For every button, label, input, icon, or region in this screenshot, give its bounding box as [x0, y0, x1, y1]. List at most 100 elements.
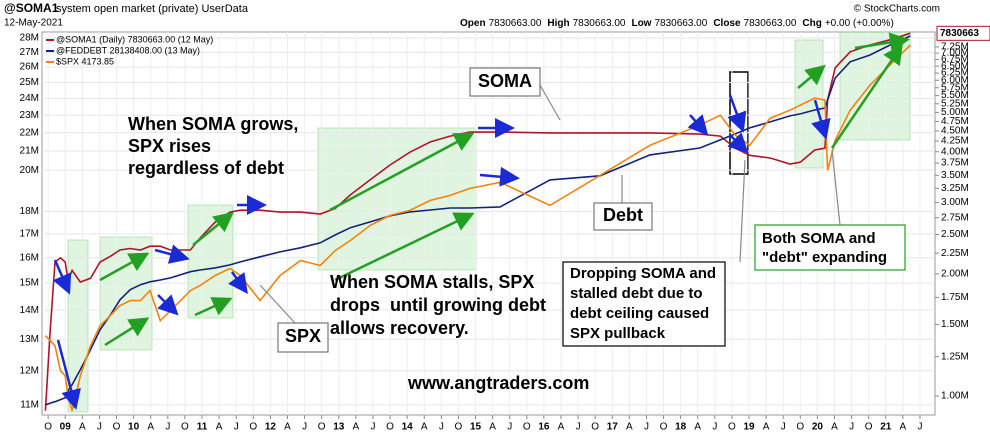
x-tick-label: A — [626, 422, 633, 433]
legend-label: @SOMA1 (Daily) 7830663.00 (12 May) — [56, 34, 213, 44]
y-tick-label: 13M — [20, 334, 39, 345]
y2-tick-label: 6.00M — [941, 75, 969, 86]
annotation-text: regardless of debt — [128, 158, 284, 178]
last-value-label: 7830663 — [940, 28, 979, 39]
y-tick-label: 27M — [20, 47, 39, 58]
annotation-text: drops until growing debt — [330, 295, 546, 315]
x-tick-label: A — [284, 422, 291, 433]
x-tick-label: J — [165, 422, 170, 433]
y-tick-label: 21M — [20, 146, 39, 157]
annotation-box — [754, 224, 906, 271]
x-tick-label: 16 — [538, 422, 550, 433]
y2-tick-label: 2.25M — [941, 248, 969, 259]
y2-tick-label: 7.00M — [941, 48, 969, 59]
y-tick-label: 26M — [20, 62, 39, 73]
x-tick-label: O — [591, 422, 599, 433]
x-tick-label: J — [234, 422, 239, 433]
y2-tick-label: 7.25M — [941, 42, 969, 53]
y-tick-label: 15M — [20, 278, 39, 289]
x-tick-label: A — [831, 422, 838, 433]
annotation-text: SPX pullback — [570, 325, 666, 342]
date: 12-May-2021 — [4, 18, 63, 29]
x-tick-label: 17 — [607, 422, 619, 433]
x-tick-label: O — [523, 422, 531, 433]
x-tick-label: 20 — [812, 422, 824, 433]
y-tick-label: 18M — [20, 206, 39, 217]
annotation-text: Debt — [603, 205, 643, 225]
ohlc-label: Chg — [802, 18, 821, 29]
x-tick-label: J — [97, 422, 102, 433]
y2-tick-label: 1.00M — [941, 391, 969, 402]
x-tick-label: A — [900, 422, 907, 433]
x-tick-label: A — [694, 422, 701, 433]
annotation-text: When SOMA stalls, SPX — [330, 272, 534, 292]
ohlc-label: Low — [631, 18, 651, 29]
y2-tick-label: 1.25M — [941, 351, 969, 362]
y-tick-label: 24M — [20, 93, 39, 104]
x-tick-label: J — [917, 422, 922, 433]
annotation-text: SPX — [285, 326, 321, 346]
legend-label: $SPX 4173.85 — [56, 56, 114, 66]
ohlc-label: Close — [713, 18, 741, 29]
x-tick-label: O — [318, 422, 326, 433]
x-tick-label: O — [249, 422, 257, 433]
y2-tick-label: 4.00M — [941, 146, 969, 157]
ohlc-value: 7830663.00 — [489, 18, 542, 29]
annotation-text: Dropping SOMA and — [570, 265, 716, 282]
y2-tick-label: 3.00M — [941, 197, 969, 208]
y2-tick-label: 1.75M — [941, 292, 969, 303]
x-tick-label: O — [386, 422, 394, 433]
y2-tick-label: 2.75M — [941, 212, 969, 223]
x-tick-label: J — [302, 422, 307, 433]
x-tick-label: 14 — [402, 422, 414, 433]
annotation-text: debt ceiling caused — [570, 305, 709, 322]
series-line — [44, 44, 911, 412]
annotation-text: allows recovery. — [330, 318, 469, 338]
credit: © StockCharts.com — [854, 4, 940, 15]
x-tick-label: A — [421, 422, 428, 433]
y2-tick-label: 4.25M — [941, 136, 969, 147]
x-tick-label: A — [558, 422, 565, 433]
annotations: SOMA When SOMA grows,SPX risesregardless … — [128, 67, 906, 393]
y-tick-label: 20M — [20, 165, 39, 176]
annotation-box — [277, 322, 329, 353]
y-tick-label: 17M — [20, 229, 39, 240]
x-tick-label: 18 — [675, 422, 687, 433]
y-tick-label: 25M — [20, 77, 39, 88]
legend-label: @FEDDEBT 28138408.00 (13 May) — [56, 45, 200, 55]
annotation-box — [593, 202, 653, 231]
y2-tick-label: 3.50M — [941, 170, 969, 181]
annotation-text: When SOMA grows, — [128, 114, 298, 134]
x-tick-label: 15 — [470, 422, 482, 433]
x-tick-label: O — [728, 422, 736, 433]
y-tick-label: 22M — [20, 127, 39, 138]
series-line — [45, 35, 911, 406]
x-tick-label: O — [113, 422, 121, 433]
symbol: @SOMA1 — [4, 1, 59, 15]
x-tick-label: J — [781, 422, 786, 433]
annotation-text: SOMA — [478, 71, 532, 91]
x-tick-label: 13 — [333, 422, 345, 433]
y-tick-label: 23M — [20, 110, 39, 121]
x-tick-label: A — [216, 422, 223, 433]
x-tick-label: 09 — [60, 422, 72, 433]
y2-tick-label: 5.00M — [941, 107, 969, 118]
ohlc-value: 7830663.00 — [744, 18, 797, 29]
annotation-text: SPX rises — [128, 136, 211, 156]
x-tick-label: O — [796, 422, 804, 433]
annotation-text: Both SOMA and — [762, 230, 876, 247]
x-tick-label: O — [660, 422, 668, 433]
x-tick-label: 19 — [743, 422, 755, 433]
arrows — [52, 32, 910, 410]
y2-tick-label: 2.00M — [941, 269, 969, 280]
annotation-text: stalled debt due to — [570, 285, 703, 302]
x-tick-label: 12 — [265, 422, 277, 433]
x-tick-label: J — [507, 422, 512, 433]
y2-tick-label: 5.75M — [941, 82, 969, 93]
ohlc-value: +0.00 (+0.00%) — [825, 18, 894, 29]
y2-tick-label: 6.25M — [941, 68, 969, 79]
y2-tick-label: 4.75M — [941, 116, 969, 127]
y2-tick-label: 3.75M — [941, 158, 969, 169]
